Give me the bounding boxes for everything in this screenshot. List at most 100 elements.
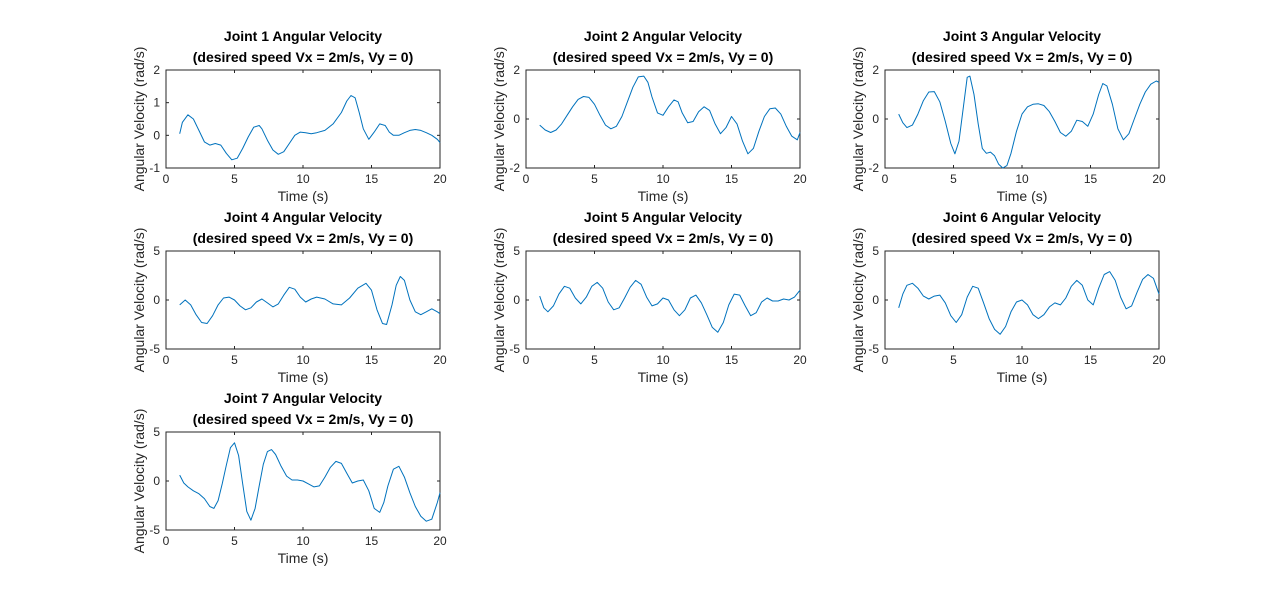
x-tick-label: 20 xyxy=(433,353,447,367)
x-tick-label: 20 xyxy=(1152,172,1166,186)
y-tick-label: 0 xyxy=(153,474,160,488)
x-tick-label: 20 xyxy=(793,353,807,367)
series-line-joint-1 xyxy=(179,95,441,161)
y-tick-label: -5 xyxy=(509,342,520,356)
y-tick-label: 0 xyxy=(513,112,520,126)
y-tick-label: 0 xyxy=(872,112,879,126)
y-tick-label: -5 xyxy=(149,342,160,356)
subplot-title: Joint 6 Angular Velocity xyxy=(943,209,1101,225)
x-axis-label: Time (s) xyxy=(638,188,689,204)
x-tick-label: 10 xyxy=(296,534,310,548)
x-tick-label: 10 xyxy=(656,353,670,367)
y-axis-label: Angular Velocity (rad/s) xyxy=(850,228,866,373)
y-tick-label: 2 xyxy=(153,63,160,77)
series-line-joint-6 xyxy=(898,271,1160,335)
subplot-title: Joint 4 Angular Velocity xyxy=(224,209,382,225)
x-tick-label: 20 xyxy=(433,172,447,186)
x-tick-label: 15 xyxy=(365,353,379,367)
series-line-joint-4 xyxy=(179,276,441,325)
x-tick-label: 0 xyxy=(163,353,170,367)
axes-box xyxy=(884,69,1160,169)
y-tick-label: 0 xyxy=(153,293,160,307)
x-tick-label: 10 xyxy=(1015,172,1029,186)
subplot-subtitle: (desired speed Vx = 2m/s, Vy = 0) xyxy=(912,230,1132,246)
x-tick-label: 0 xyxy=(882,172,889,186)
axes-box xyxy=(525,69,801,169)
y-axis-label: Angular Velocity (rad/s) xyxy=(491,47,507,192)
x-tick-label: 0 xyxy=(523,172,530,186)
x-tick-label: 20 xyxy=(433,534,447,548)
x-tick-label: 15 xyxy=(725,353,739,367)
x-tick-label: 15 xyxy=(725,172,739,186)
x-tick-label: 5 xyxy=(231,353,238,367)
x-tick-label: 20 xyxy=(793,172,807,186)
y-tick-label: 2 xyxy=(872,63,879,77)
x-tick-label: 10 xyxy=(1015,353,1029,367)
subplot-subtitle: (desired speed Vx = 2m/s, Vy = 0) xyxy=(193,411,413,427)
y-tick-label: -2 xyxy=(868,161,879,175)
y-tick-label: -1 xyxy=(149,161,160,175)
x-tick-label: 0 xyxy=(523,353,530,367)
y-tick-label: 5 xyxy=(872,244,879,258)
y-tick-label: 0 xyxy=(513,293,520,307)
x-tick-label: 0 xyxy=(163,534,170,548)
y-tick-label: 5 xyxy=(513,244,520,258)
y-tick-label: 5 xyxy=(153,244,160,258)
x-axis-label: Time (s) xyxy=(997,369,1048,385)
x-tick-label: 20 xyxy=(1152,353,1166,367)
y-tick-label: -2 xyxy=(509,161,520,175)
x-tick-label: 5 xyxy=(231,172,238,186)
x-tick-label: 5 xyxy=(950,353,957,367)
x-tick-label: 15 xyxy=(1084,172,1098,186)
y-tick-label: 0 xyxy=(872,293,879,307)
y-axis-label: Angular Velocity (rad/s) xyxy=(131,409,147,554)
y-tick-label: 1 xyxy=(153,96,160,110)
subplot-subtitle: (desired speed Vx = 2m/s, Vy = 0) xyxy=(553,230,773,246)
x-tick-label: 10 xyxy=(656,172,670,186)
axes-box xyxy=(525,250,801,350)
x-tick-label: 0 xyxy=(163,172,170,186)
x-tick-label: 15 xyxy=(365,172,379,186)
x-tick-label: 5 xyxy=(950,172,957,186)
subplot-title: Joint 3 Angular Velocity xyxy=(943,28,1101,44)
subplot-title: Joint 5 Angular Velocity xyxy=(584,209,742,225)
x-axis-label: Time (s) xyxy=(278,188,329,204)
series-line-joint-3 xyxy=(898,75,1160,169)
x-axis-label: Time (s) xyxy=(278,369,329,385)
y-axis-label: Angular Velocity (rad/s) xyxy=(131,228,147,373)
x-axis-label: Time (s) xyxy=(638,369,689,385)
x-tick-label: 0 xyxy=(882,353,889,367)
x-axis-label: Time (s) xyxy=(997,188,1048,204)
y-axis-label: Angular Velocity (rad/s) xyxy=(131,47,147,192)
series-line-joint-7 xyxy=(179,442,441,522)
y-axis-label: Angular Velocity (rad/s) xyxy=(850,47,866,192)
x-tick-label: 5 xyxy=(591,353,598,367)
y-tick-label: -5 xyxy=(868,342,879,356)
y-tick-label: 2 xyxy=(513,63,520,77)
x-tick-label: 5 xyxy=(231,534,238,548)
series-line-joint-2 xyxy=(539,75,801,155)
subplot-title: Joint 2 Angular Velocity xyxy=(584,28,742,44)
subplot-subtitle: (desired speed Vx = 2m/s, Vy = 0) xyxy=(193,49,413,65)
x-tick-label: 10 xyxy=(296,353,310,367)
x-tick-label: 15 xyxy=(365,534,379,548)
x-tick-label: 15 xyxy=(1084,353,1098,367)
y-tick-label: 5 xyxy=(153,425,160,439)
subplot-title: Joint 1 Angular Velocity xyxy=(224,28,382,44)
y-axis-label: Angular Velocity (rad/s) xyxy=(491,228,507,373)
subplot-subtitle: (desired speed Vx = 2m/s, Vy = 0) xyxy=(193,230,413,246)
subplot-subtitle: (desired speed Vx = 2m/s, Vy = 0) xyxy=(553,49,773,65)
x-tick-label: 10 xyxy=(296,172,310,186)
axes-box xyxy=(165,69,441,169)
subplot-subtitle: (desired speed Vx = 2m/s, Vy = 0) xyxy=(912,49,1132,65)
subplot-title: Joint 7 Angular Velocity xyxy=(224,390,382,406)
series-line-joint-5 xyxy=(539,279,801,333)
